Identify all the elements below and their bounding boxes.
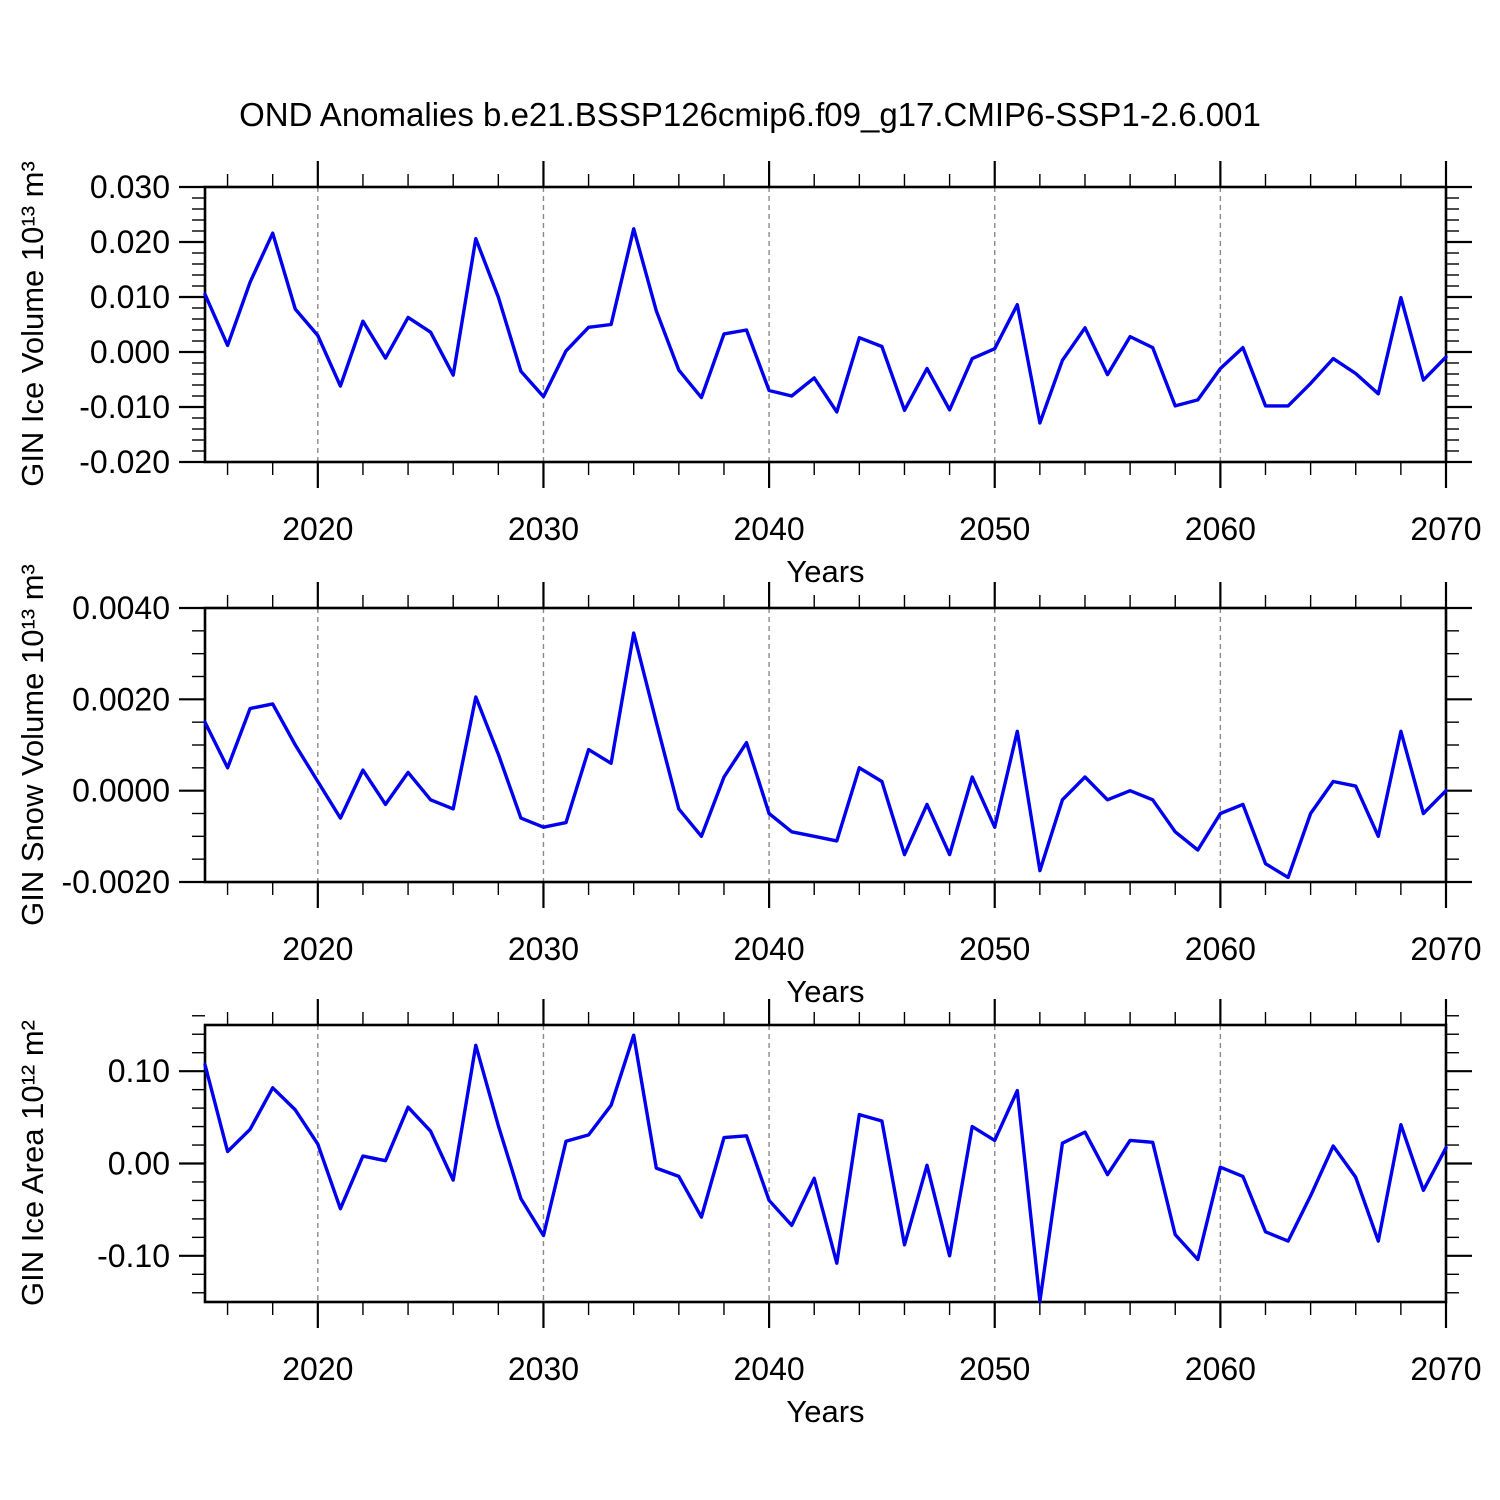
series-line-0 bbox=[203, 227, 1448, 425]
y-tick-label: 0.010 bbox=[90, 279, 170, 315]
plot-border bbox=[203, 606, 1448, 884]
y-tick-label: 0.0040 bbox=[72, 590, 170, 626]
x-tick-label: 2050 bbox=[959, 931, 1030, 967]
x-tick-label: 2030 bbox=[508, 511, 579, 547]
y-tick-label: -0.020 bbox=[79, 444, 170, 480]
x-tick-label: 2070 bbox=[1410, 1351, 1481, 1387]
plot-border bbox=[203, 185, 1448, 464]
y-tick-label: 0.020 bbox=[90, 224, 170, 260]
x-tick-label: 2060 bbox=[1185, 931, 1256, 967]
y-tick-label: 0.0000 bbox=[72, 773, 170, 809]
x-tick-label: 2020 bbox=[282, 1351, 353, 1387]
x-tick-label: 2070 bbox=[1410, 511, 1481, 547]
y-tick-label: -0.010 bbox=[79, 389, 170, 425]
x-axis-title-3: Years bbox=[786, 1394, 865, 1429]
y-tick-label: 0.10 bbox=[108, 1053, 170, 1089]
x-tick-label: 2020 bbox=[282, 511, 353, 547]
plot-border bbox=[203, 1023, 1448, 1304]
x-tick-label: 2020 bbox=[282, 931, 353, 967]
y-tick-label: 0.0020 bbox=[72, 681, 170, 717]
x-axis-title-2: Years bbox=[786, 974, 865, 1009]
x-tick-label: 2060 bbox=[1185, 1351, 1256, 1387]
x-tick-label: 2040 bbox=[733, 1351, 804, 1387]
x-tick-label: 2070 bbox=[1410, 931, 1481, 967]
series-line-1 bbox=[203, 631, 1448, 880]
x-axis-title-1: Years bbox=[786, 554, 865, 589]
x-tick-label: 2050 bbox=[959, 1351, 1030, 1387]
x-tick-label: 2030 bbox=[508, 931, 579, 967]
x-tick-label: 2030 bbox=[508, 1351, 579, 1387]
x-tick-label: 2040 bbox=[733, 931, 804, 967]
x-tick-label: 2060 bbox=[1185, 511, 1256, 547]
y-tick-label: -0.10 bbox=[97, 1238, 170, 1274]
y-tick-label: 0.00 bbox=[108, 1146, 170, 1182]
y-tick-label: -0.0020 bbox=[61, 864, 170, 900]
series-line-2 bbox=[203, 1033, 1448, 1303]
x-tick-label: 2040 bbox=[733, 511, 804, 547]
x-tick-label: 2050 bbox=[959, 511, 1030, 547]
y-tick-label: 0.030 bbox=[90, 169, 170, 205]
y-tick-label: 0.000 bbox=[90, 334, 170, 370]
chart-title: OND Anomalies b.e21.BSSP126cmip6.f09_g17… bbox=[239, 96, 1261, 133]
